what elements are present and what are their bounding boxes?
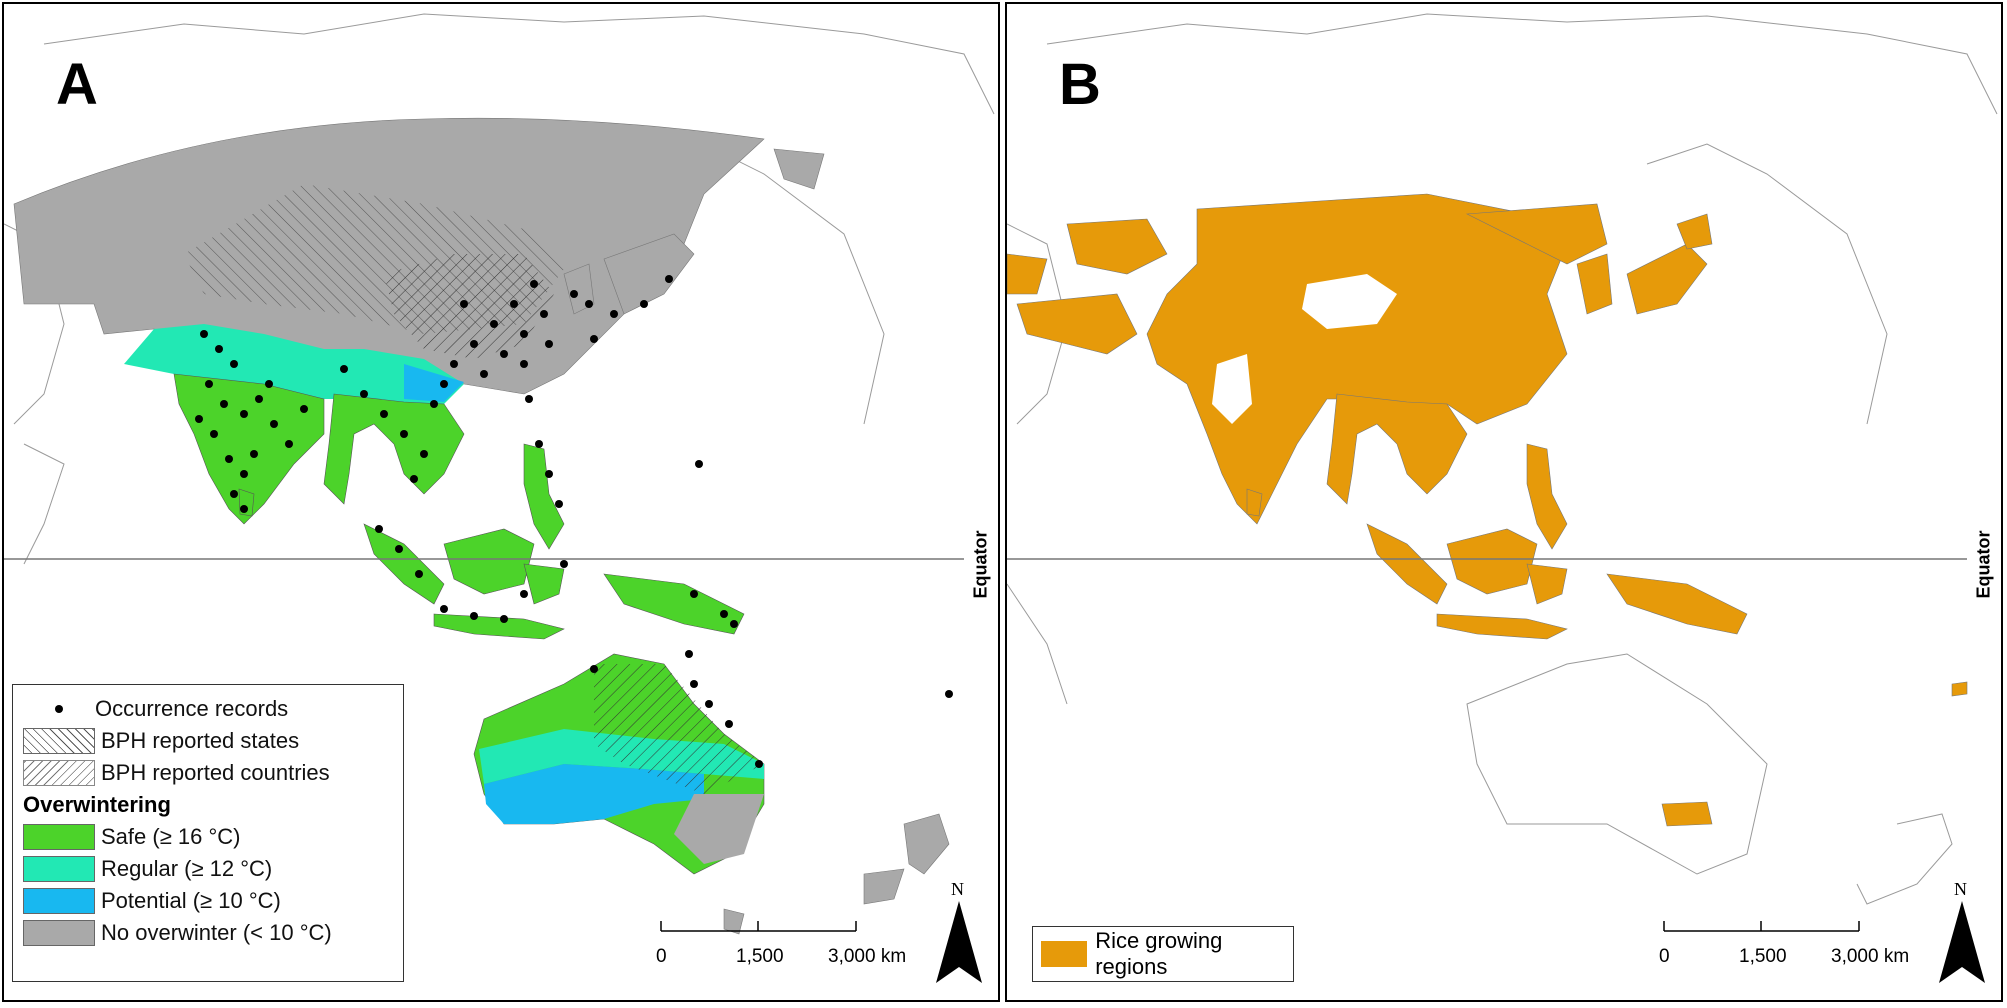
potential-swatch [23, 888, 95, 914]
scale-tick-1500: 1,500 [736, 946, 784, 967]
rice-regions [1007, 193, 1968, 827]
safe-swatch [23, 824, 95, 850]
land-outline [1007, 13, 1998, 905]
north-arrow-icon [1939, 901, 1985, 983]
scale-bar-b: 0 1,500 3,000 km [1659, 916, 1909, 986]
legend-item-none: No overwinter (< 10 °C) [23, 917, 393, 949]
map-a [4, 13, 995, 935]
hatch-states-swatch [23, 728, 95, 754]
rice-swatch [1041, 941, 1088, 967]
legend-item-rice: Rice growing regions [1095, 928, 1223, 979]
legend-item-regular: Regular (≥ 12 °C) [23, 853, 393, 885]
north-label: N [951, 879, 964, 899]
panel-letter-b: B [1059, 52, 1101, 117]
legend-item-bph-states: BPH reported states [23, 725, 393, 757]
hatch-countries-swatch [23, 760, 95, 786]
panel-a: A Equator Occurrence records BPH reporte… [2, 2, 1000, 1002]
legend-item-safe: Safe (≥ 16 °C) [23, 821, 393, 853]
legend-b: Rice growing regions [1032, 926, 1294, 982]
map-b [1007, 13, 1998, 905]
scale-tick-3000: 3,000 km [1831, 946, 1910, 967]
legend-item-occurrence: Occurrence records [23, 693, 393, 725]
legend-item-bph-countries: BPH reported countries [23, 757, 393, 789]
scale-tick-3000: 3,000 km [828, 946, 907, 967]
none-swatch [23, 920, 95, 946]
india-safe [173, 373, 325, 525]
legend-heading: Overwintering [23, 792, 171, 817]
legend-a: Occurrence records BPH reported states B… [12, 684, 404, 982]
scale-tick-0: 0 [656, 946, 667, 967]
north-arrow-icon [936, 901, 982, 983]
panel-b: B Equator Rice growing regions 0 1,500 3… [1005, 2, 2003, 1002]
equator-label-b: Equator [1973, 529, 1994, 599]
occurrence-points [195, 275, 953, 768]
north-label: N [1954, 879, 1967, 899]
scale-tick-1500: 1,500 [1739, 946, 1787, 967]
legend-item-potential: Potential (≥ 10 °C) [23, 885, 393, 917]
regular-swatch [23, 856, 95, 882]
scale-tick-0: 0 [1659, 946, 1670, 967]
north-arrow-b: N [1937, 879, 1987, 989]
occurrence-dot-icon [55, 705, 63, 713]
scale-bar-a: 0 1,500 3,000 km [656, 916, 906, 986]
panel-letter-a: A [56, 52, 98, 117]
north-arrow-a: N [934, 879, 984, 989]
equator-label-a: Equator [970, 529, 991, 599]
